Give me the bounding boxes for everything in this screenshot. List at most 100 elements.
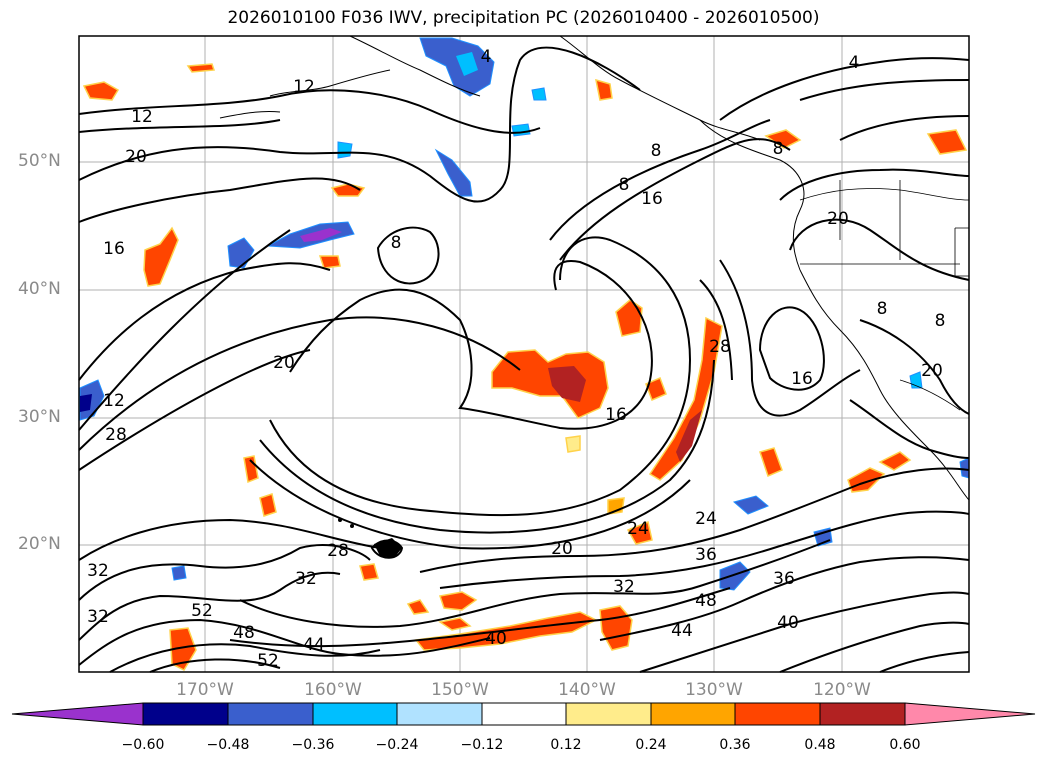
precip-area <box>434 148 473 197</box>
contour-line <box>758 306 825 391</box>
precip-area <box>548 366 586 402</box>
contour-label: 8 <box>619 175 630 195</box>
contour-label: 20 <box>551 539 573 559</box>
precip-area <box>169 627 197 671</box>
contour-label: 44 <box>303 635 325 655</box>
contour-line <box>699 279 733 381</box>
island <box>350 524 354 528</box>
contour-labels: 4 12 20 16 12 28 8 8 16 20 8 20 16 28 16… <box>87 47 945 671</box>
contour-line <box>78 544 371 601</box>
contour-label: 16 <box>641 189 663 209</box>
colorbar-tick: 0.24 <box>635 737 667 753</box>
precip-area <box>82 81 120 101</box>
contour-line <box>229 587 731 648</box>
contour-line <box>839 115 970 141</box>
contour-line <box>149 658 281 673</box>
precip-area <box>719 561 751 591</box>
contour-label: 16 <box>605 405 627 425</box>
contour-label: 44 <box>671 621 693 641</box>
precip-area <box>143 226 179 287</box>
colorbar <box>11 702 1036 726</box>
contour-label: 20 <box>273 353 295 373</box>
precip-area <box>419 37 495 97</box>
contour-line <box>78 89 541 134</box>
lat-label-40n: 40°N <box>18 279 61 299</box>
map-panel: 4 12 20 16 12 28 8 8 16 20 8 20 16 28 16… <box>78 35 970 673</box>
iwv-contours <box>78 46 970 673</box>
colorbar-tick: −0.12 <box>460 737 504 753</box>
coastlines <box>219 35 970 501</box>
contour-label: 28 <box>327 541 349 561</box>
precip-area <box>259 493 277 517</box>
colorbar-segment <box>142 702 229 726</box>
coastline <box>269 69 391 97</box>
colorbar-segment <box>734 702 821 726</box>
contour-line <box>439 510 970 589</box>
colorbar-extend-right <box>904 702 1036 726</box>
contour-label: 12 <box>131 107 153 127</box>
colorbar-segment <box>481 702 567 726</box>
contour-label: 8 <box>935 311 946 331</box>
contour-label: 48 <box>233 623 255 643</box>
colorbar-tick: −0.60 <box>121 737 165 753</box>
contour-line <box>599 556 970 641</box>
colorbar-tick: −0.48 <box>206 737 250 753</box>
lon-label-160w: 160°W <box>304 680 362 700</box>
precip-area <box>456 52 478 76</box>
contour-label: 16 <box>791 369 813 389</box>
colorbar-tick: 0.60 <box>889 737 921 753</box>
precip-area <box>438 617 472 631</box>
lon-label-130w: 130°W <box>685 680 743 700</box>
contour-line <box>879 651 970 673</box>
contour-line <box>249 459 691 550</box>
hawaii-islands <box>338 518 402 558</box>
precip-area <box>615 299 643 337</box>
coastline <box>799 269 970 501</box>
contour-label: 4 <box>849 53 860 73</box>
contour-line <box>719 259 861 417</box>
contour-label: 32 <box>295 569 317 589</box>
colorbar-segment <box>650 702 736 726</box>
contour-label: 52 <box>257 651 279 671</box>
contour-line <box>78 229 291 431</box>
colorbar-segment <box>819 702 906 726</box>
lon-label-170w: 170°W <box>176 680 234 700</box>
lat-label-20n: 20°N <box>18 534 61 554</box>
contour-line <box>78 46 641 203</box>
contour-line <box>78 571 341 641</box>
precip-area <box>186 63 216 73</box>
contour-label: 48 <box>695 591 717 611</box>
contour-line <box>239 539 831 628</box>
island <box>374 538 402 558</box>
colorbar-tick: 0.12 <box>550 737 582 753</box>
contour-line <box>78 119 281 133</box>
coastline <box>699 119 805 271</box>
contour-label: 12 <box>293 77 315 97</box>
colorbar-extend-left <box>11 702 144 726</box>
precip-area <box>439 591 478 611</box>
contour-label: 28 <box>105 425 127 445</box>
colorbar-segment <box>227 702 314 726</box>
colorbar-tick: 0.48 <box>804 737 836 753</box>
contour-label: 32 <box>613 577 635 597</box>
precip-area <box>243 455 259 484</box>
precip-area <box>318 255 341 269</box>
coastline <box>219 111 281 119</box>
contour-line <box>789 218 970 281</box>
precip-area <box>337 141 353 159</box>
contour-label: 24 <box>627 519 649 539</box>
precip-area <box>171 565 187 581</box>
contour-label: 52 <box>191 601 213 621</box>
contour-label: 20 <box>921 361 943 381</box>
contour-line <box>78 518 381 561</box>
precip-area <box>80 394 92 412</box>
colorbar-segment <box>396 702 483 726</box>
contour-line <box>779 168 970 201</box>
contour-label: 16 <box>103 239 125 259</box>
contour-label: 4 <box>481 47 492 67</box>
contour-line <box>109 643 381 673</box>
precip-area <box>645 377 667 401</box>
contour-line <box>78 262 331 381</box>
precip-area <box>626 520 653 545</box>
